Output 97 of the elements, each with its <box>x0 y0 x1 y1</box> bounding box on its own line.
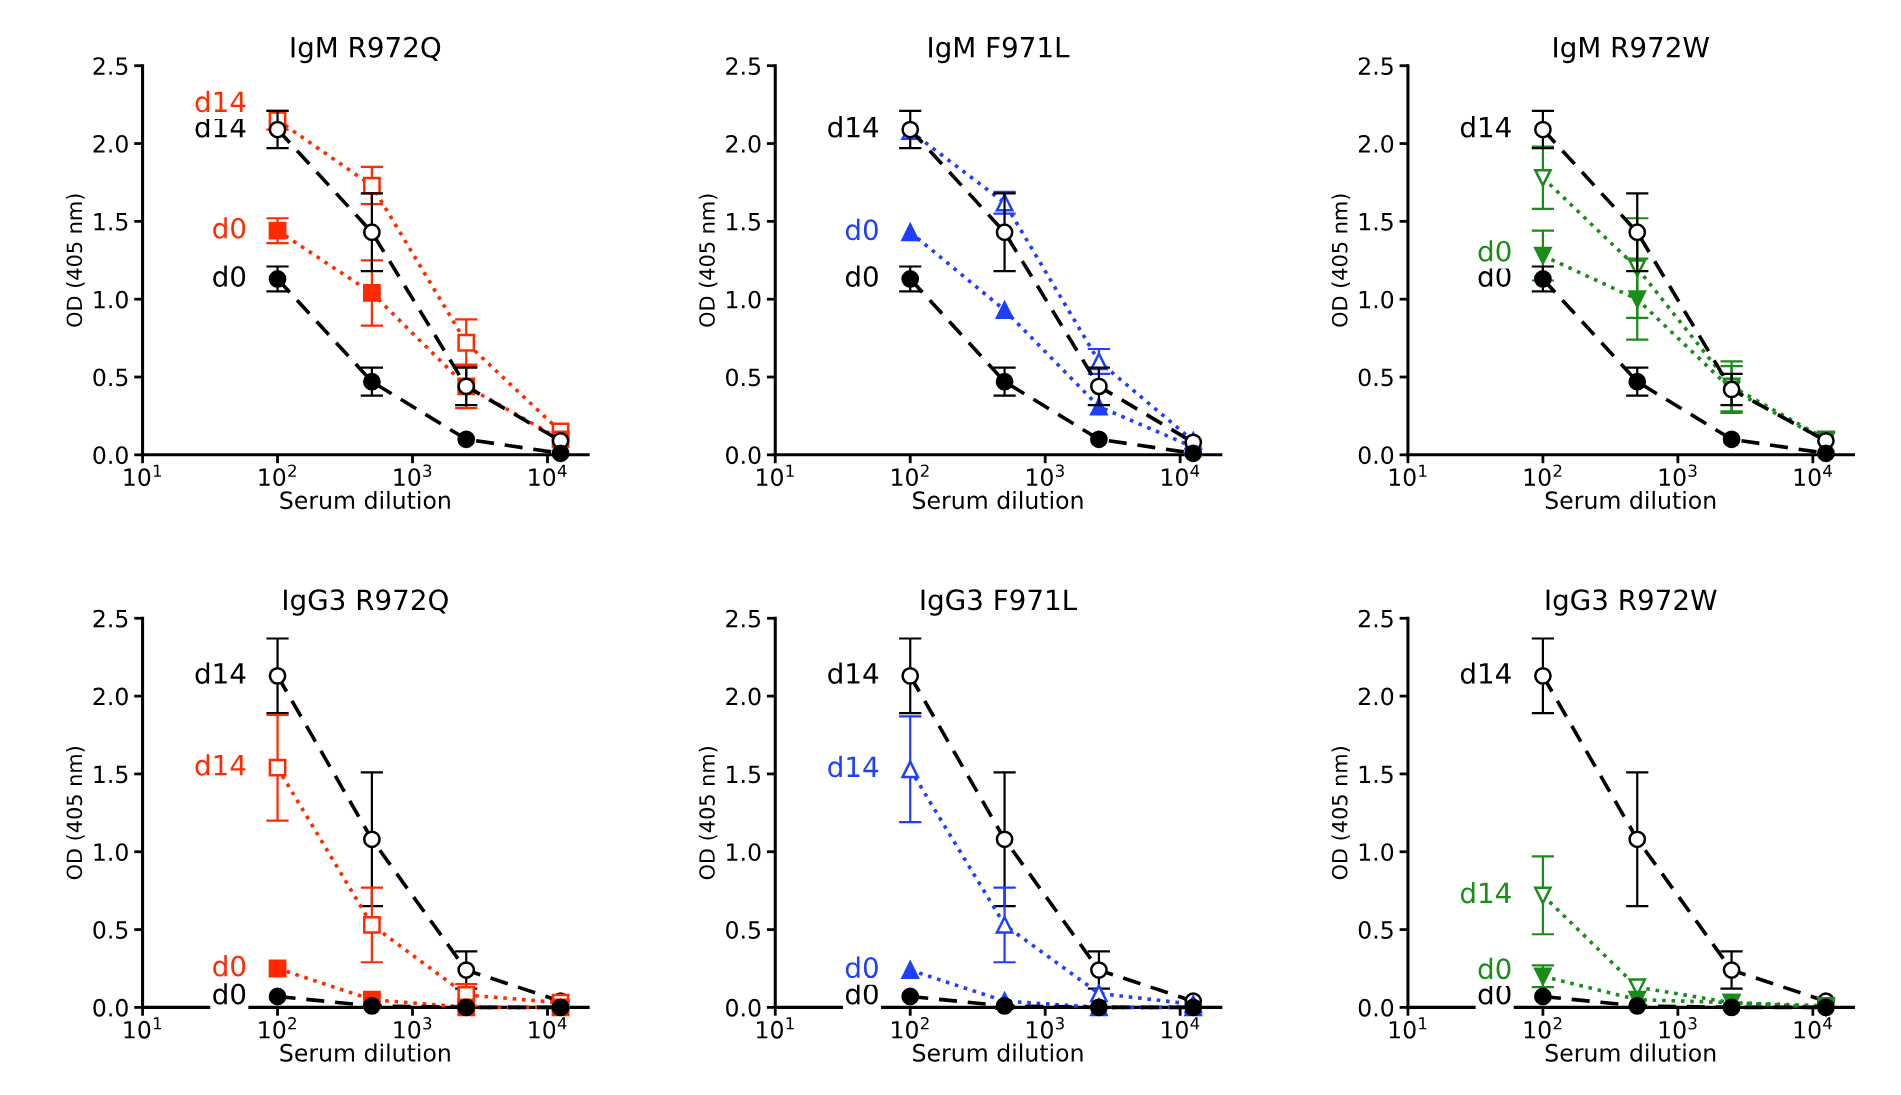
chart-title: IgG3 R972W <box>1546 589 1717 616</box>
y-tick-label: 1.0 <box>1359 843 1394 862</box>
x-tick-label: 10$^{4}$ <box>1161 1017 1200 1039</box>
series-label: d14 <box>828 755 879 778</box>
x-axis-title: Serum dilution <box>913 490 1083 510</box>
x-tick-label: 10$^{2}$ <box>1524 464 1562 487</box>
chart-title: IgM R972W <box>1554 36 1709 64</box>
y-tick-label: 2.0 <box>726 687 761 706</box>
series-label: d14 <box>1460 116 1511 138</box>
y-tick-label: 1.0 <box>94 290 128 309</box>
x-tick-label: 10$^{1}$ <box>757 464 794 487</box>
y-tick-label: 1.5 <box>727 765 760 784</box>
y-tick-label: 2.0 <box>93 687 128 706</box>
series-label: d14 <box>1460 881 1511 904</box>
y-tick-label: 1.5 <box>94 213 128 231</box>
x-axis-title: Serum dilution <box>280 1043 450 1062</box>
y-tick-label: 0.0 <box>93 446 128 465</box>
y-tick-label: 1.5 <box>727 213 760 231</box>
x-tick-label: 10$^{2}$ <box>1524 1017 1562 1039</box>
x-tick-label: 10$^{4}$ <box>1794 1017 1832 1039</box>
y-tick-label: 0.5 <box>93 921 128 939</box>
series-label: d0 <box>845 956 878 979</box>
y-tick-label: 2.5 <box>1358 57 1393 76</box>
series-label: d14 <box>828 116 879 138</box>
x-tick-label: 10$^{3}$ <box>1659 464 1697 487</box>
series-label: d0 <box>213 955 246 977</box>
x-tick-label: 10$^{1}$ <box>757 1017 794 1039</box>
y-tick-label: 2.0 <box>1358 134 1394 153</box>
x-tick-label: 10$^{1}$ <box>1389 464 1427 487</box>
chart-title: IgM F971L <box>929 36 1070 64</box>
y-tick-label: 2.0 <box>93 134 128 153</box>
x-tick-label: 10$^{4}$ <box>1161 464 1200 487</box>
x-tick-label: 10$^{3}$ <box>394 464 432 487</box>
y-axis-title: OD (405 nm) <box>1331 194 1351 327</box>
series-label: d0 <box>213 217 246 239</box>
chart-title: IgM R972Q <box>291 36 441 64</box>
y-tick-label: 2.5 <box>93 609 128 628</box>
series-label: d0 <box>1478 240 1511 262</box>
series-label: d0 <box>845 218 878 241</box>
y-tick-label: 1.0 <box>727 843 761 862</box>
y-tick-label: 0.5 <box>1358 368 1393 387</box>
x-axis-title: Serum dilution <box>913 1043 1083 1062</box>
x-tick-label: 10$^{2}$ <box>892 1017 929 1039</box>
series-label: d14 <box>1460 662 1511 684</box>
y-tick-label: 0.5 <box>726 368 760 387</box>
series-label: d0 <box>213 265 246 287</box>
x-tick-label: 10$^{3}$ <box>1659 1017 1697 1039</box>
y-axis-title: OD (405 nm) <box>698 747 718 880</box>
y-tick-label: 0.0 <box>1358 998 1394 1017</box>
x-tick-label: 10$^{3}$ <box>1027 1017 1064 1039</box>
series-label: d0 <box>845 265 878 287</box>
y-tick-label: 2.0 <box>1358 687 1394 706</box>
x-tick-label: 10$^{2}$ <box>259 1017 296 1039</box>
y-tick-label: 1.5 <box>1359 213 1393 231</box>
y-tick-label: 1.5 <box>94 765 128 784</box>
y-tick-label: 2.5 <box>726 57 760 76</box>
chart-title: IgG3 F971L <box>921 589 1078 616</box>
series-label: d14 <box>195 754 246 776</box>
y-axis-title: OD (405 nm) <box>66 194 85 327</box>
x-axis-title: Serum dilution <box>1545 1043 1716 1062</box>
x-tick-label: 10$^{1}$ <box>1389 1017 1427 1039</box>
y-tick-label: 0.5 <box>93 368 128 387</box>
y-axis-title: OD (405 nm) <box>66 747 85 880</box>
x-axis-title: Serum dilution <box>1545 490 1716 510</box>
x-tick-label: 10$^{4}$ <box>529 1017 567 1039</box>
y-tick-label: 0.5 <box>1358 921 1393 939</box>
y-axis-title: OD (405 nm) <box>1331 747 1351 880</box>
y-axis-title: OD (405 nm) <box>698 194 718 327</box>
x-tick-label: 10$^{2}$ <box>259 464 296 487</box>
series-label: d14 <box>195 90 246 113</box>
y-tick-label: 2.5 <box>1358 609 1393 628</box>
y-tick-label: 0.0 <box>726 446 761 465</box>
chart-title: IgG3 R972Q <box>284 589 448 616</box>
y-tick-label: 2.5 <box>93 57 128 76</box>
y-tick-label: 0.0 <box>1358 446 1394 465</box>
series-label: d0 <box>1478 957 1511 980</box>
x-tick-label: 10$^{4}$ <box>529 464 567 487</box>
series-label: d0 <box>213 983 246 1005</box>
y-tick-label: 2.5 <box>726 609 760 628</box>
x-tick-label: 10$^{2}$ <box>892 464 929 487</box>
y-tick-label: 1.0 <box>727 290 761 309</box>
x-tick-label: 10$^{1}$ <box>124 464 162 487</box>
series-label: d14 <box>195 662 246 684</box>
x-tick-label: 10$^{3}$ <box>394 1017 432 1039</box>
y-tick-label: 2.0 <box>726 134 761 153</box>
y-tick-label: 1.0 <box>1359 290 1394 309</box>
x-tick-label: 10$^{1}$ <box>124 1017 162 1039</box>
x-tick-label: 10$^{4}$ <box>1794 464 1832 487</box>
x-tick-label: 10$^{3}$ <box>1027 464 1064 487</box>
y-tick-label: 0.5 <box>726 921 760 939</box>
y-tick-label: 0.0 <box>726 998 761 1017</box>
y-tick-label: 1.0 <box>94 843 128 862</box>
x-axis-title: Serum dilution <box>280 490 450 510</box>
series-label: d14 <box>828 662 879 684</box>
y-tick-label: 1.5 <box>1359 765 1393 784</box>
y-tick-label: 0.0 <box>93 998 128 1017</box>
series-label: d0 <box>845 983 878 1005</box>
